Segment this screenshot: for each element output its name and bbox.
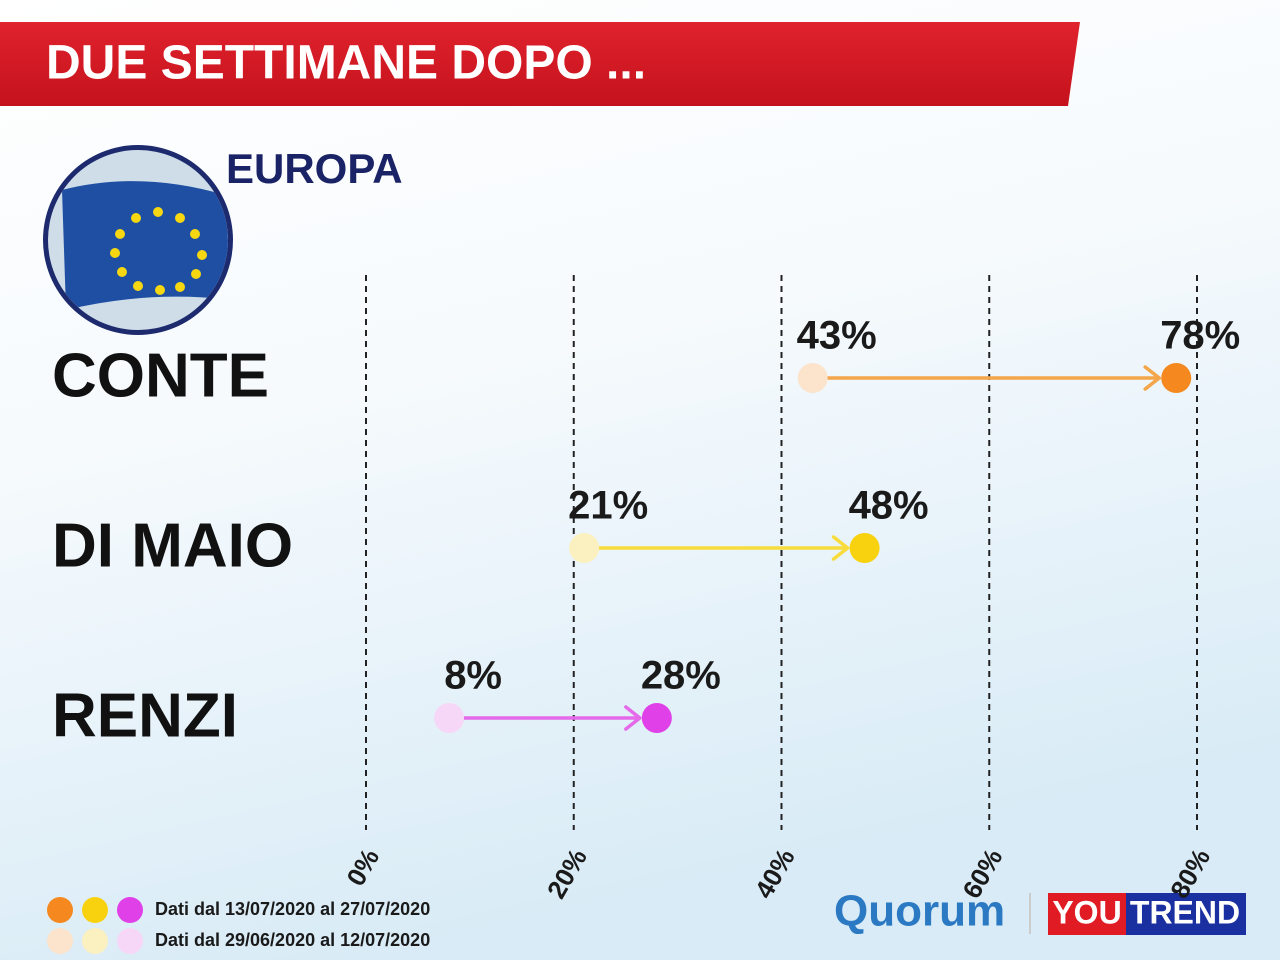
chart-title: DUE SETTIMANE DOPO ... <box>46 37 646 90</box>
title-banner <box>0 22 1080 106</box>
legend-swatch <box>117 897 143 923</box>
value-label: 28% <box>641 654 721 698</box>
dot <box>1161 363 1192 393</box>
value-label: 21% <box>568 484 648 528</box>
quorum-logo: Quorum <box>834 887 1005 936</box>
youtrend-logo-red <box>1048 893 1126 935</box>
legend-swatch <box>47 928 73 954</box>
value-label: 48% <box>849 484 929 528</box>
youtrend-logo-you: YOU <box>1052 894 1121 930</box>
change-arrow <box>447 705 642 731</box>
value-label: 43% <box>797 314 877 358</box>
legend-label: Dati dal 13/07/2020 al 27/07/2020 <box>155 899 430 919</box>
subtitle: EUROPA <box>226 145 403 192</box>
legend-swatch <box>82 928 108 954</box>
value-label: 8% <box>444 654 502 698</box>
change-arrow <box>810 365 1161 391</box>
dot <box>569 533 600 563</box>
dot <box>641 703 672 733</box>
legend-swatch <box>47 897 73 923</box>
dot <box>849 533 880 563</box>
legend-label: Dati dal 29/06/2020 al 12/07/2020 <box>155 930 430 950</box>
change-arrow <box>582 535 850 561</box>
category-label: DI MAIO <box>52 511 293 580</box>
youtrend-logo-trend: TREND <box>1130 894 1240 930</box>
legend-swatch <box>117 928 143 954</box>
value-label: 78% <box>1160 314 1240 358</box>
category-label: CONTE <box>52 341 269 410</box>
legend-swatch <box>82 897 108 923</box>
dot <box>434 703 465 733</box>
category-label: RENZI <box>52 681 238 750</box>
dot <box>797 363 828 393</box>
eu-flag-icon <box>43 145 233 335</box>
